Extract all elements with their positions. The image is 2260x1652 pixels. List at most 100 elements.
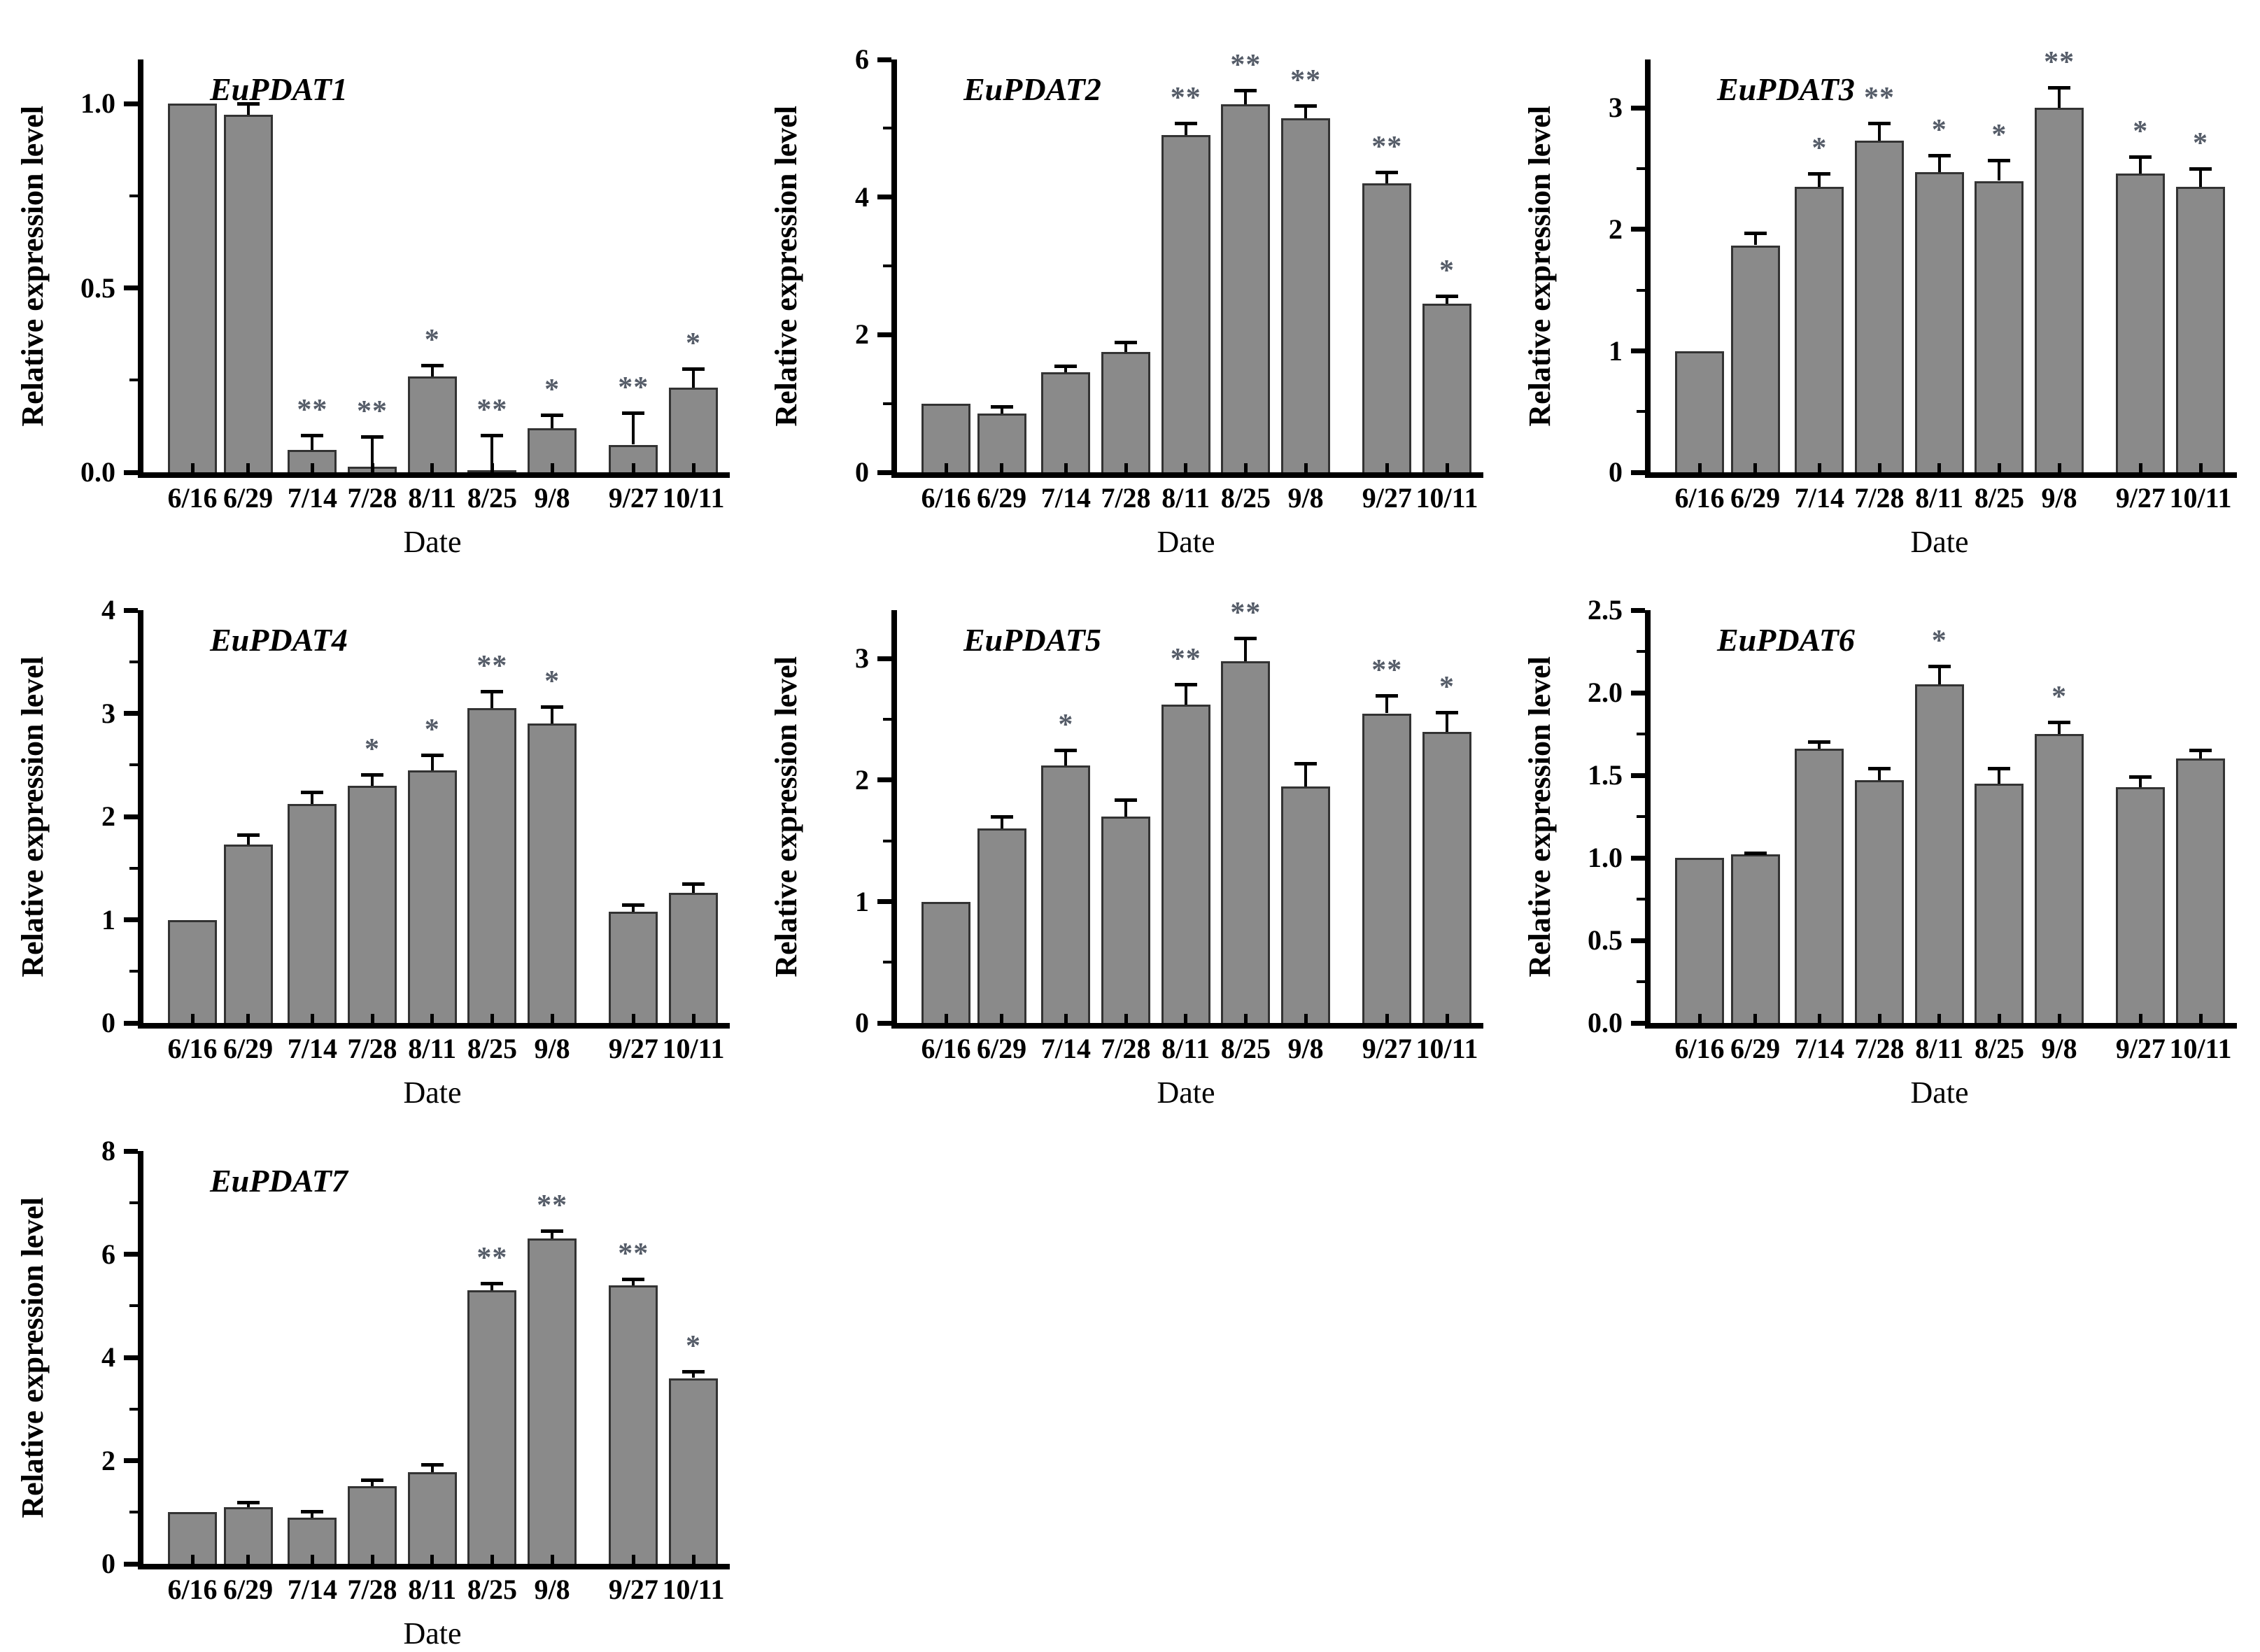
y-major-tick bbox=[124, 101, 138, 106]
x-tick bbox=[1385, 1014, 1389, 1023]
y-tick-label: 3 bbox=[1609, 92, 1623, 124]
chart-title: EuPDAT1 bbox=[210, 71, 348, 107]
error-bar-line bbox=[632, 411, 635, 445]
x-tick bbox=[1877, 1014, 1881, 1023]
y-minor-tick bbox=[129, 1407, 138, 1411]
bar-9/8 bbox=[2035, 108, 2084, 472]
error-bar-line bbox=[311, 1509, 314, 1518]
bar-8/11 bbox=[408, 1471, 457, 1564]
chart-title: EuPDAT5 bbox=[963, 622, 1101, 658]
x-tick-label: 8/25 bbox=[467, 482, 517, 514]
error-bar-cap bbox=[481, 433, 504, 437]
error-bar-cap bbox=[622, 411, 645, 416]
bar-9/27 bbox=[1362, 713, 1411, 1023]
y-axis-title-text: Relative expression level bbox=[1522, 105, 1557, 427]
x-tick-label: 8/25 bbox=[1220, 482, 1271, 514]
y-minor-tick bbox=[883, 264, 891, 267]
y-major-tick bbox=[124, 1561, 138, 1567]
significance-star: * bbox=[686, 1330, 701, 1363]
x-tick-label: 9/27 bbox=[608, 482, 658, 514]
significance-star: * bbox=[424, 323, 440, 356]
x-tick bbox=[310, 1014, 314, 1023]
error-bar-line bbox=[311, 433, 314, 451]
error-bar-line bbox=[1064, 364, 1068, 373]
x-tick-label: 6/29 bbox=[1730, 1033, 1781, 1064]
y-axis-line bbox=[138, 1151, 143, 1569]
y-tick-label: 0 bbox=[855, 456, 869, 488]
y-major-tick bbox=[1631, 855, 1645, 861]
error-bar-line bbox=[1124, 341, 1127, 352]
x-tick bbox=[691, 1555, 695, 1564]
y-major-tick bbox=[124, 470, 138, 475]
bar-9/8 bbox=[528, 1238, 577, 1564]
significance-star: ** bbox=[476, 393, 508, 426]
error-bar-cap bbox=[1808, 740, 1831, 744]
bar-6/16 bbox=[921, 901, 970, 1023]
bar-9/8 bbox=[1281, 786, 1330, 1023]
error-bar-cap bbox=[1988, 767, 2011, 771]
error-bar-cap bbox=[682, 882, 705, 887]
error-bar-line bbox=[371, 1478, 374, 1487]
error-bar-line bbox=[1998, 159, 2001, 181]
chart-panel-eupdat7: Relative expression level 6/16 6/29 7/14 7/2… bbox=[0, 1092, 753, 1651]
error-bar-line bbox=[1184, 683, 1187, 705]
x-tick-label: 7/14 bbox=[287, 1033, 337, 1064]
bar-9/8 bbox=[1281, 118, 1330, 472]
y-major-tick bbox=[124, 1252, 138, 1257]
bar-8/11 bbox=[408, 770, 457, 1023]
error-bar-cap bbox=[1436, 711, 1458, 714]
y-minor-tick bbox=[1637, 410, 1645, 414]
x-tick bbox=[1445, 1014, 1449, 1023]
y-tick-label: 8 bbox=[101, 1135, 115, 1166]
error-bar-line bbox=[2058, 721, 2061, 734]
error-bar-line bbox=[1878, 121, 1881, 141]
error-bar-line bbox=[551, 705, 554, 724]
bar-6/29 bbox=[1731, 854, 1780, 1023]
error-bar-cap bbox=[236, 833, 260, 837]
y-axis-title-text: Relative expression level bbox=[768, 105, 803, 427]
significance-star: * bbox=[2133, 115, 2149, 148]
x-tick-label: 10/11 bbox=[662, 1033, 725, 1064]
x-tick bbox=[1000, 463, 1004, 472]
y-major-tick bbox=[877, 1020, 891, 1026]
chart-panel-eupdat4: Relative expression level 6/16 6/29 7/14 * 7/… bbox=[0, 551, 753, 1110]
x-tick-label: 6/29 bbox=[977, 482, 1027, 514]
error-bar-cap bbox=[2129, 155, 2152, 160]
significance-star: * bbox=[686, 327, 701, 360]
error-bar-cap bbox=[1436, 295, 1458, 299]
y-minor-tick bbox=[129, 866, 138, 870]
error-bar-line bbox=[1304, 761, 1308, 786]
significance-star: ** bbox=[1230, 49, 1262, 82]
error-bar-cap bbox=[421, 363, 444, 367]
x-tick-label: 9/8 bbox=[534, 482, 570, 514]
x-tick-label: 10/11 bbox=[2169, 1033, 2232, 1064]
bar-6/16 bbox=[921, 403, 970, 472]
y-major-tick bbox=[124, 1355, 138, 1360]
bar-6/16 bbox=[1675, 858, 1724, 1023]
error-bar-cap bbox=[682, 367, 705, 371]
significance-star: ** bbox=[357, 395, 388, 428]
bar-10/11 bbox=[669, 387, 718, 472]
x-tick bbox=[1997, 463, 2001, 472]
x-tick-label: 6/29 bbox=[223, 482, 274, 514]
x-tick bbox=[1997, 1014, 2001, 1023]
error-bar-cap bbox=[2048, 86, 2071, 90]
error-bar-cap bbox=[1928, 154, 1951, 158]
y-minor-tick bbox=[883, 961, 891, 964]
error-bar-line bbox=[1446, 295, 1448, 304]
error-bar-cap bbox=[2189, 167, 2212, 171]
bar-10/11 bbox=[2176, 758, 2225, 1023]
significance-star: ** bbox=[618, 1237, 649, 1270]
error-bar-line bbox=[692, 1370, 695, 1378]
chart-panel-eupdat6: Relative expression level 6/16 6/29 7/14 7/2… bbox=[1507, 551, 2260, 1110]
significance-star: * bbox=[1811, 132, 1828, 165]
error-bar-cap bbox=[1988, 159, 2011, 163]
x-tick bbox=[370, 463, 374, 472]
x-tick-label: 6/29 bbox=[1730, 482, 1781, 514]
x-tick-label: 6/16 bbox=[921, 1033, 971, 1064]
y-tick-label: 6 bbox=[101, 1238, 115, 1270]
bar-8/11 bbox=[1161, 135, 1210, 472]
x-tick-label: 7/28 bbox=[1101, 1033, 1151, 1064]
x-tick bbox=[1753, 463, 1758, 472]
